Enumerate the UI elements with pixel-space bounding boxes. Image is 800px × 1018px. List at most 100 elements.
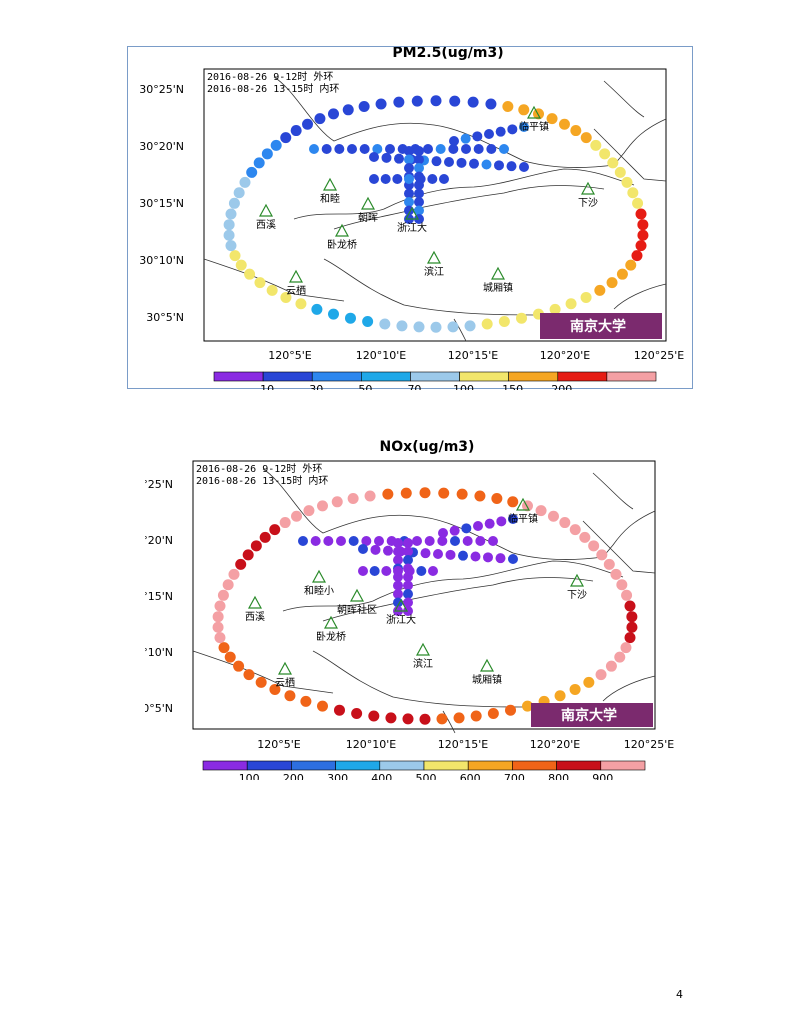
data-point [269, 524, 281, 536]
data-point [610, 568, 622, 580]
lat-label: 30°5'N [146, 311, 184, 324]
data-point [549, 303, 561, 315]
data-point [508, 554, 518, 564]
data-point [295, 298, 307, 310]
data-point [507, 496, 519, 508]
logo-bg [531, 703, 653, 727]
place-label: 和睦小 [304, 584, 334, 597]
data-point [535, 505, 547, 517]
data-point [637, 219, 649, 231]
data-point [627, 187, 639, 199]
coastline [273, 76, 667, 169]
place-triangle-icon [490, 266, 506, 280]
data-point [632, 197, 644, 209]
data-point [368, 710, 380, 722]
logo-bg [540, 313, 662, 339]
data-point [415, 174, 426, 184]
data-point [448, 144, 459, 154]
data-point [347, 144, 357, 154]
data-point [331, 496, 343, 508]
colorbar-tick-label: 30 [309, 383, 323, 390]
data-point [607, 157, 619, 169]
data-point [400, 487, 412, 499]
data-point [481, 159, 492, 170]
lon-label: 120°15'E [438, 738, 489, 751]
colorbar-swatch [512, 760, 557, 771]
colorbar-swatch [335, 760, 381, 771]
lon-label: 120°25'E [624, 738, 675, 751]
nox-map-panel: NOx(ug/m3) 临平镇 下沙 西溪 和睦小 朝晖社区 浙江大 卧龙桥 滨江 城厢镇 云栖 2… [145, 437, 685, 780]
data-point [393, 580, 403, 591]
logo-text: 南京大学 [570, 318, 626, 335]
data-point [358, 101, 370, 113]
data-point [270, 139, 282, 151]
data-point [460, 133, 471, 144]
coastline [282, 560, 624, 612]
data-point [269, 683, 281, 695]
data-point [392, 174, 403, 184]
data-point [486, 144, 497, 154]
data-point [547, 510, 559, 522]
data-point [403, 546, 413, 557]
data-point [309, 144, 319, 154]
data-point [242, 549, 254, 561]
colorbar-swatch [262, 371, 313, 382]
data-point [404, 197, 414, 207]
data-point [616, 268, 628, 280]
data-point [403, 538, 413, 548]
pm25-data-points [223, 95, 649, 333]
data-point [414, 188, 424, 199]
data-point [436, 713, 448, 725]
data-point [379, 318, 391, 330]
data-point [385, 712, 397, 724]
colorbar-swatch [379, 760, 425, 771]
data-point [344, 312, 356, 324]
data-point [605, 660, 617, 672]
data-point [298, 536, 308, 546]
data-point [491, 493, 503, 505]
data-point [280, 291, 292, 303]
lon-label: 120°25'E [634, 349, 685, 362]
data-point [235, 259, 247, 271]
coastline [603, 80, 645, 118]
nox-colorbar: 100 200 300 400 500 600 700 800 900 [202, 760, 646, 780]
data-point [259, 531, 271, 543]
lon-label: 120°5'E [268, 349, 312, 362]
data-point [358, 566, 368, 576]
data-point [375, 98, 387, 110]
data-point [621, 176, 633, 188]
coastline [312, 650, 524, 708]
data-point [590, 139, 602, 151]
data-point [620, 642, 632, 654]
place-triangle-icon [247, 595, 263, 609]
data-point [433, 549, 443, 559]
data-point [362, 315, 374, 327]
data-point [502, 101, 514, 113]
colorbar-tick-label: 400 [371, 772, 392, 780]
data-point [449, 525, 460, 536]
data-point [453, 712, 465, 724]
data-point [370, 544, 381, 555]
data-point [498, 315, 510, 327]
place-triangle-icon [322, 177, 338, 191]
place-label: 临平镇 [519, 120, 549, 133]
colorbar-swatch [361, 371, 411, 382]
data-point [403, 589, 413, 599]
data-point [595, 669, 607, 681]
place-label: 云栖 [275, 676, 295, 689]
data-point [616, 579, 628, 591]
place-label: 朝晖社区 [337, 603, 377, 616]
data-point [473, 144, 484, 154]
data-point [481, 318, 493, 330]
data-point [311, 303, 323, 315]
data-point [393, 566, 403, 576]
coastline [333, 185, 605, 230]
place-label: 滨江 [413, 657, 433, 670]
data-point [361, 536, 372, 546]
data-point [439, 174, 449, 184]
data-point [614, 166, 626, 178]
data-point [404, 163, 414, 173]
colorbar-tick-label: 150 [502, 383, 523, 390]
